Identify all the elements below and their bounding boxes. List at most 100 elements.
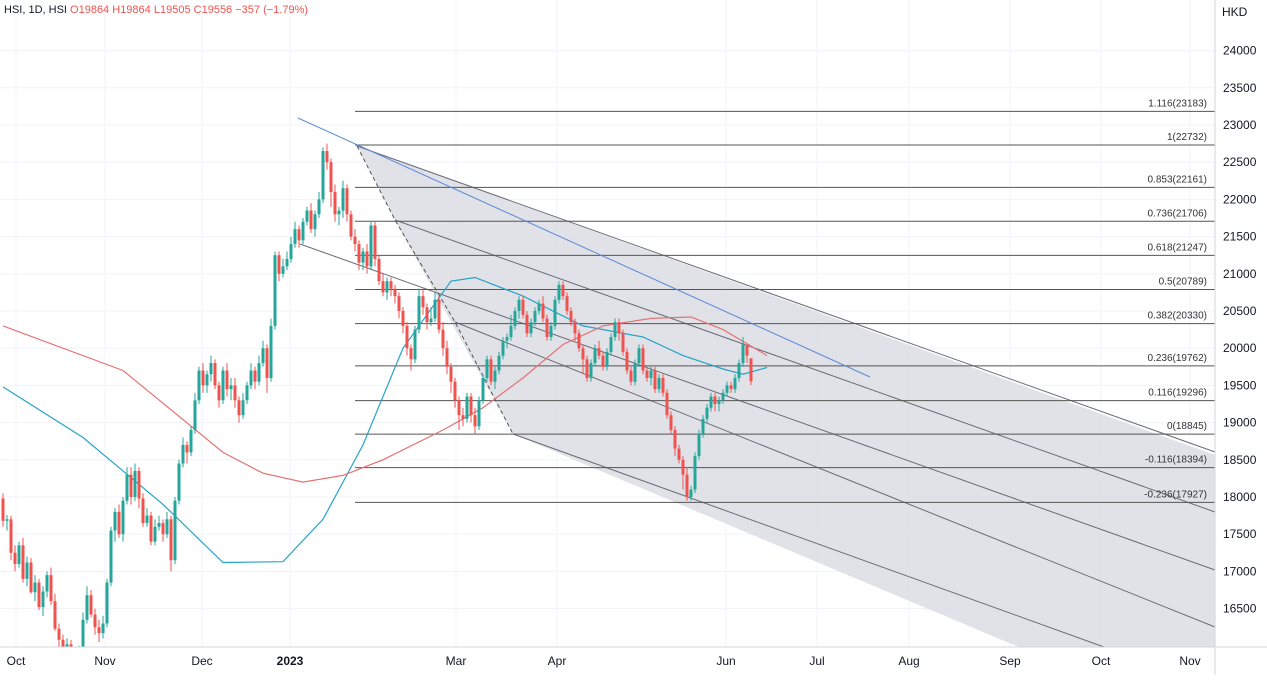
candle-body <box>313 214 317 230</box>
candle-body <box>225 370 229 390</box>
candle-body <box>193 400 197 431</box>
candle-body <box>349 214 353 237</box>
candle-body <box>705 407 709 419</box>
candle-body <box>605 351 609 367</box>
fib-level-label: -0.236(17927) <box>1144 489 1207 500</box>
candle-body <box>541 303 545 319</box>
candle-body <box>53 601 57 629</box>
candle-body <box>525 314 529 334</box>
candle-body <box>217 385 221 401</box>
candle-body <box>737 363 741 378</box>
candle-body <box>29 562 33 593</box>
candle-body <box>745 344 749 356</box>
candle-body <box>521 299 525 315</box>
candle-body <box>341 188 345 211</box>
candle-body <box>581 348 585 360</box>
candle-body <box>441 329 445 349</box>
candle-body <box>141 498 145 524</box>
candle-body <box>105 582 109 624</box>
candle-body <box>461 415 465 419</box>
candle-body <box>353 236 357 245</box>
candle-body <box>153 526 157 542</box>
candle-body <box>713 396 717 404</box>
candle-body <box>513 311 517 326</box>
time-tick-label: Oct <box>7 654 26 668</box>
candle-body <box>17 545 21 564</box>
pitchfork-line <box>512 433 1198 680</box>
candle-body <box>557 284 561 300</box>
price-tick-label: 20000 <box>1223 341 1257 355</box>
candle-body <box>157 523 161 527</box>
candle-body <box>641 348 645 371</box>
candle-body <box>373 225 377 259</box>
time-tick-label: Dec <box>191 654 212 668</box>
candle-body <box>121 500 125 535</box>
candle-body <box>477 400 481 427</box>
candle-body <box>117 511 121 535</box>
candle-body <box>449 366 453 382</box>
candle-body <box>393 288 397 297</box>
candle-body <box>209 363 213 375</box>
candle-body <box>625 351 629 371</box>
candle-body <box>405 325 409 349</box>
candle-body <box>689 489 693 497</box>
candle-body <box>37 582 41 608</box>
pitchfork-line <box>454 321 1216 628</box>
candle-body <box>205 374 209 386</box>
fib-level-label: 0.236(19762) <box>1148 353 1208 364</box>
channel-fill-top <box>357 146 513 434</box>
candle-body <box>549 325 553 338</box>
candle-body <box>133 470 137 497</box>
currency-label: HKD <box>1222 5 1248 19</box>
channel-fill <box>357 146 1215 675</box>
candle-body <box>57 628 61 640</box>
candle-body <box>709 396 713 408</box>
candle-body <box>401 311 405 326</box>
fib-level-label: 0.5(20789) <box>1159 276 1207 287</box>
candle-body <box>593 348 597 364</box>
candle-body <box>665 392 669 416</box>
fib-level-label: 0.382(20330) <box>1148 311 1208 322</box>
candle-body <box>385 281 389 293</box>
candle-body <box>137 470 141 499</box>
candle-body <box>49 575 53 602</box>
candle-body <box>661 377 665 393</box>
candle-body <box>437 299 441 330</box>
candle-body <box>265 348 269 378</box>
candle-body <box>645 370 649 378</box>
candle-body <box>273 255 277 326</box>
candle-body <box>433 299 437 319</box>
price-axis: HKD 24000 23500 23000 22500 22000 21500 21000 20… <box>1222 5 1257 616</box>
candle-body <box>241 400 245 416</box>
candle-body <box>669 415 673 431</box>
candle-body <box>369 225 373 267</box>
candle-body <box>129 474 133 497</box>
time-tick-label: Nov <box>94 654 115 668</box>
candle-body <box>109 530 113 583</box>
candle-body <box>429 318 433 323</box>
candle-body <box>233 385 237 401</box>
candle-body <box>169 519 173 561</box>
candle-body <box>253 370 257 382</box>
candle-body <box>145 515 149 524</box>
candle-body <box>609 337 613 352</box>
candle-body <box>697 433 701 457</box>
candle-body <box>297 229 301 241</box>
time-tick-label: Sep <box>999 654 1021 668</box>
candle-body <box>701 418 705 434</box>
candle-body <box>493 370 497 382</box>
candle-body <box>181 444 185 464</box>
open-value: O19864 <box>70 4 110 16</box>
candle-body <box>293 229 297 245</box>
candle-body <box>33 582 37 593</box>
candle-body <box>345 188 349 215</box>
price-tick-label: 19000 <box>1223 416 1257 430</box>
candle-body <box>45 575 49 592</box>
candle-body <box>425 307 429 323</box>
candle-body <box>657 377 661 390</box>
candle-body <box>113 511 117 531</box>
candle-body <box>481 377 485 401</box>
candle-body <box>101 623 105 634</box>
candle-body <box>597 348 601 356</box>
candle-body <box>261 348 265 364</box>
